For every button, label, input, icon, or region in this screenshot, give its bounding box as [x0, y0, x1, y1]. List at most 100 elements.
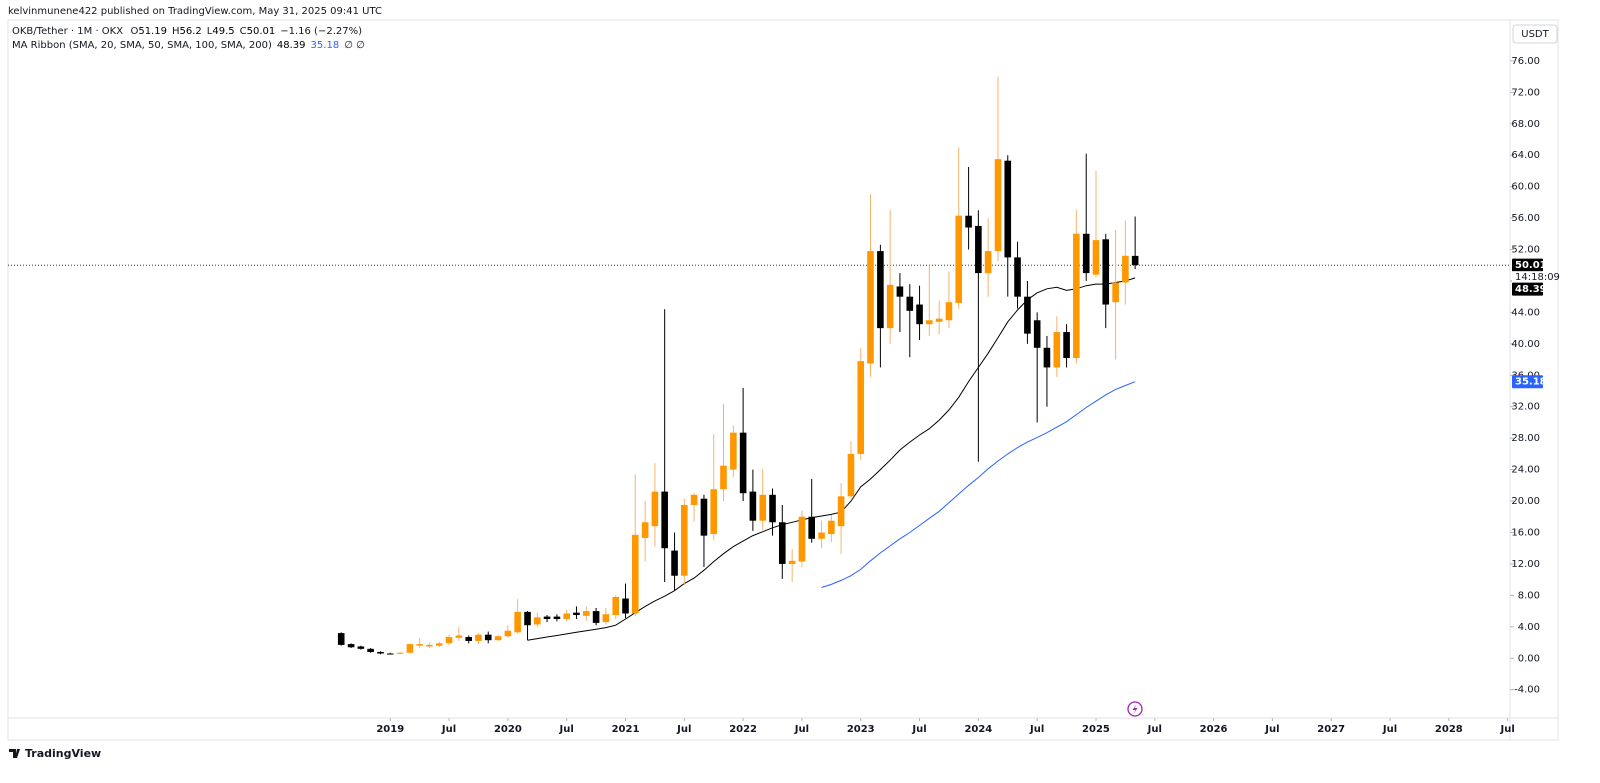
plot-area	[8, 76, 1510, 655]
y-tick-label: 16.00	[1511, 527, 1540, 538]
candle-body	[749, 491, 757, 521]
candle-body	[808, 516, 815, 539]
x-tick-label: 2022	[729, 724, 757, 735]
countdown: 14:18:09	[1515, 272, 1560, 283]
candle-body	[641, 522, 649, 538]
currency[interactable]: USDT	[1521, 29, 1549, 40]
candle-body	[631, 534, 639, 614]
ma-tag: 48.39	[1515, 284, 1547, 295]
candle-body	[1033, 320, 1041, 348]
x-tick-label: 2023	[847, 724, 875, 735]
x-tick-label: Jul	[1382, 724, 1397, 735]
candle-body	[514, 611, 521, 633]
x-tick-label: Jul	[1147, 724, 1162, 735]
candle-body	[367, 648, 374, 652]
candle-body	[945, 302, 953, 321]
x-tick-label: 2024	[964, 724, 992, 735]
candle-body	[436, 643, 443, 646]
candle-body	[1073, 233, 1080, 358]
candle-body	[778, 522, 786, 564]
candle-body	[955, 215, 963, 303]
symbol: OKB/Tether · 1M · OKX	[12, 26, 123, 37]
candle-body	[769, 494, 776, 523]
x-tick-label: Jul	[1264, 724, 1279, 735]
x-tick-label: Jul	[676, 724, 691, 735]
candle-body	[926, 320, 933, 325]
candle-body	[357, 646, 365, 649]
candle-body	[681, 504, 688, 576]
x-tick-label: 2027	[1317, 724, 1345, 735]
candle-body	[739, 432, 747, 494]
y-tick-label: 8.00	[1518, 590, 1540, 601]
candle-body	[1131, 255, 1139, 266]
candle-body	[455, 635, 463, 638]
moving-average	[527, 277, 1136, 641]
candle-body	[1092, 240, 1100, 275]
candle-body	[906, 296, 914, 311]
ohlc-value: 50.01	[247, 26, 276, 37]
candle-body	[592, 611, 600, 623]
footer-brand: TradingView	[25, 747, 101, 760]
x-tick-label: 2021	[612, 724, 640, 735]
candle-body	[1063, 332, 1070, 358]
lightning-icon[interactable]	[1127, 701, 1143, 717]
candle-body	[475, 634, 482, 641]
x-tick-label: Jul	[1500, 724, 1515, 735]
indicator-value: 48.39	[277, 40, 306, 51]
candle-body	[916, 304, 923, 325]
indicator-label: MA Ribbon (SMA, 20, SMA, 50, SMA, 100, S…	[12, 40, 272, 51]
candle-body	[857, 361, 865, 454]
y-tick-label: 40.00	[1511, 339, 1540, 350]
x-tick-label: 2020	[494, 724, 522, 735]
y-tick-label: 20.00	[1511, 496, 1540, 507]
indicator-value: 35.18	[311, 40, 340, 51]
y-tick-label: 56.00	[1511, 213, 1540, 224]
frame	[7, 19, 1559, 741]
candle-body	[396, 652, 404, 654]
candle-body	[877, 251, 884, 329]
y-tick-label: 68.00	[1511, 119, 1540, 130]
candle-body	[563, 613, 570, 619]
candle-body	[406, 644, 414, 653]
ohlc-letter: C	[240, 26, 247, 37]
symbol-legend: OKB/Tether · 1M · OKX O51.19 H56.2 L49.5 C50…	[12, 26, 362, 37]
candle-body	[651, 491, 659, 527]
x-tick-label: Jul	[911, 724, 926, 735]
last-price-tag-bg	[1512, 258, 1543, 272]
y-tick-label: 72.00	[1511, 87, 1540, 98]
x-tick-label: Jul	[794, 724, 809, 735]
y-tick-label: 4.00	[1518, 622, 1540, 633]
candle-body	[661, 491, 668, 549]
candle-body	[867, 251, 874, 364]
countdown-bg	[1512, 271, 1554, 284]
y-tick-label: 0.00	[1518, 653, 1540, 664]
candle-body	[886, 284, 894, 329]
y-tick-label: 76.00	[1511, 56, 1540, 67]
candle-body	[337, 633, 345, 645]
candle-body	[935, 318, 943, 322]
candle-body	[1112, 282, 1119, 303]
candle-body	[984, 251, 992, 274]
candle-body	[1004, 160, 1012, 258]
ohlc-value: 51.19	[138, 26, 167, 37]
currency-button[interactable]	[1512, 24, 1558, 44]
candle-body	[896, 286, 904, 297]
candle-body	[1053, 332, 1061, 368]
candle-body	[347, 644, 355, 648]
indicator-empty: ∅ ∅	[344, 40, 365, 51]
x-tick-label: 2025	[1082, 724, 1110, 735]
candle-body	[759, 494, 767, 521]
ma-tag-bg	[1512, 282, 1543, 296]
y-tick-label: 44.00	[1511, 307, 1540, 318]
x-tick-label: Jul	[1029, 724, 1044, 735]
y-tick-label: -4.00	[1514, 685, 1540, 696]
candle-body	[1014, 257, 1021, 297]
candle-body	[975, 225, 982, 274]
candle-body	[416, 644, 423, 646]
ohlc-value: 56.2	[180, 26, 202, 37]
candle-body	[504, 630, 512, 637]
candle-body	[788, 560, 796, 564]
ohlc-letter: O	[130, 26, 138, 37]
